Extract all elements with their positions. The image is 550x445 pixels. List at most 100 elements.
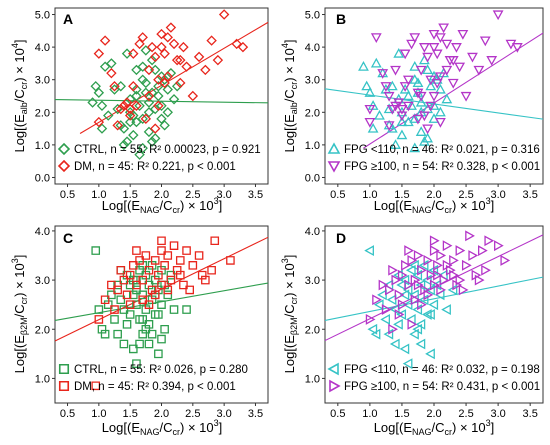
panel-b-series-1-point-12 xyxy=(402,101,414,112)
panel-b-series-1-point-39 xyxy=(492,10,504,21)
panel-d-series-0-point-20 xyxy=(409,328,419,340)
panel-d-series-0-point-13 xyxy=(399,343,410,355)
panel-d-series-1-point-46 xyxy=(394,309,405,320)
panel-b-series-0-point-42 xyxy=(396,116,408,127)
panel-d-series-1-point-33 xyxy=(397,299,408,311)
panel-d-series-1-point-12 xyxy=(417,264,427,276)
panel-d-series-1-point-11 xyxy=(413,250,424,261)
panel-c-series-0-point-12 xyxy=(125,310,135,319)
panel-c-series-0-point-38 xyxy=(163,290,173,300)
panel-c-series-0-point-35 xyxy=(157,300,166,309)
panel-a-series-1-point-2 xyxy=(106,67,117,79)
panel-b-legend-label-0: FPG <110, n = 46: R² 0.021, p = 0.316 xyxy=(344,144,540,156)
panel-a-series-1-point-19 xyxy=(150,51,161,63)
panel-a-series-1-point-6 xyxy=(118,100,130,111)
panel-a-xtick-label-4: 2.5 xyxy=(185,189,200,201)
panel-b-series-1-point-19 xyxy=(422,52,433,63)
panel-d-series-1-point-35 xyxy=(423,289,434,301)
panel-a-series-0-point-9 xyxy=(121,136,133,147)
panel-c-series-0-point-27 xyxy=(144,339,154,349)
panel-a-series-0-point-32 xyxy=(153,81,164,92)
panel-c-series-0-point-42 xyxy=(113,329,122,339)
panel-c-xtick-label-5: 3.0 xyxy=(216,408,231,420)
panel-a-series-1-point-36 xyxy=(200,64,211,76)
panel-b-series-1-point-10 xyxy=(399,82,411,92)
panel-c-xtick-label-6: 3.5 xyxy=(248,408,263,420)
panel-c-series-0-point-3 xyxy=(100,329,110,339)
panel-a-series-1-point-18 xyxy=(146,41,158,53)
panel-a-series-0-point-5 xyxy=(106,58,117,69)
panel-b-series-0-point-35 xyxy=(441,93,453,104)
panel-b-series-1-point-29 xyxy=(441,39,453,50)
panel-d-series-1-point-19 xyxy=(436,250,447,261)
panel-d-series-0-point-43 xyxy=(415,338,426,350)
panel-b-frame xyxy=(324,7,544,185)
panel-a-series-0-point-35 xyxy=(156,100,167,111)
panel-a-series-1-point-10 xyxy=(128,81,139,92)
panel-c-series-0-point-49 xyxy=(103,300,113,309)
panel-a-ytick-label-0: 0.0 xyxy=(35,172,50,184)
panel-b-series-0-point-13 xyxy=(402,90,414,101)
panel-d-series-1-point-31 xyxy=(500,255,511,266)
panel-c-series-0-point-2 xyxy=(97,324,107,334)
panel-c-plot-area: 0.5 1.0 1.5 2.0 2.5 3.0 3.5 1.0 2.0 3.0 4.0 CTRL, n… xyxy=(35,226,269,420)
panel-c-series-1-point-20 xyxy=(163,251,173,260)
panel-c-series-0-point-48 xyxy=(154,310,163,319)
panel-d-series-0-point-0 xyxy=(364,245,374,256)
panel-c-series-0-point-22 xyxy=(138,329,148,339)
panel-a-series-0-point-53 xyxy=(140,45,152,56)
panel-b-series-1-point-4 xyxy=(383,121,395,131)
panel-b-ytick-label-1: 1.0 xyxy=(305,140,320,152)
panel-c-series-0-point-40 xyxy=(169,305,179,314)
panel-a-series-1-point-11 xyxy=(128,48,139,59)
panel-c-series-1-point-4 xyxy=(113,285,122,295)
panel-c-series-0-point-24 xyxy=(141,305,151,314)
panel-c-series-1-point-36 xyxy=(150,290,160,300)
panel-c-xlabel: Log[(ENAG/Ccr) × 103] xyxy=(102,418,223,437)
panel-a-series-0-point-21 xyxy=(137,113,148,125)
panel-b-series-1-point-17 xyxy=(415,65,427,76)
panel-d-xtick-label-3: 2.0 xyxy=(426,408,441,420)
panel-a-xtick-label-3: 2.0 xyxy=(154,189,169,201)
panel-c-xtick-label-0: 0.5 xyxy=(60,408,75,420)
panel-a-series-0-point-39 xyxy=(162,107,173,118)
panel-c-series-0-point-7 xyxy=(116,295,126,305)
panel-c-series-1-point-30 xyxy=(207,265,216,275)
panel-c-series-1-point-34 xyxy=(125,300,135,309)
panel-d-series-1-point-38 xyxy=(388,264,398,276)
panel-b-series-1-point-53 xyxy=(435,117,446,128)
panel-a-legend-marker-0 xyxy=(57,142,71,156)
panel-c-series-1-point-1 xyxy=(94,315,104,324)
panel-c-series-1-point-23 xyxy=(172,265,182,275)
panel-d-series-1-point-37 xyxy=(449,269,459,281)
panel-b-series-1-point-51 xyxy=(457,29,469,40)
panel-c-series-0-point-0 xyxy=(91,246,101,255)
panel-a-legend-marker-1 xyxy=(57,159,71,173)
panel-c-series-0-point-18 xyxy=(135,265,144,275)
panel-a-series-1-point-1 xyxy=(99,35,111,46)
panel-a-series-0-point-18 xyxy=(134,149,145,160)
panel-d-series-1-point-34 xyxy=(410,294,421,306)
panel-d-series-1-point-41 xyxy=(458,284,469,296)
panel-b-series-0-point-33 xyxy=(435,106,446,117)
panel-b-series-0-point-44 xyxy=(418,135,430,146)
panel-a-series-0-point-2 xyxy=(87,97,98,108)
panel-d-series-1-point-39 xyxy=(404,245,414,256)
panel-a-series-0-point-45 xyxy=(103,110,114,121)
panel-b-xtick-label-1: 1.0 xyxy=(362,189,377,201)
panel-d-series-1-point-53 xyxy=(455,274,466,286)
panel-a-series-0-point-8 xyxy=(118,139,130,151)
panel-d-series-1-point-14 xyxy=(423,255,434,266)
panel-d-legend-label-1: FPG ≥100, n = 54: R² 0.431, p < 0.001 xyxy=(344,381,540,393)
panel-c-series-1-point-15 xyxy=(150,256,160,265)
panel-d-xtick-label-4: 2.5 xyxy=(458,408,473,420)
panel-b-ylabel: Log[(Ealb/Ccr) × 104] xyxy=(280,39,299,152)
panel-d-series-1-point-36 xyxy=(436,284,447,296)
panel-d-series-1-point-0 xyxy=(365,314,376,325)
panel-c-series-0-point-5 xyxy=(110,315,119,324)
panel-d-series-1-point-50 xyxy=(388,323,398,335)
panel-d-series-0-point-6 xyxy=(386,294,397,306)
panel-b-series-0-point-15 xyxy=(406,100,417,110)
panel-a-series-1-point-22 xyxy=(156,28,167,40)
panel-c-series-1-point-43 xyxy=(197,270,207,280)
